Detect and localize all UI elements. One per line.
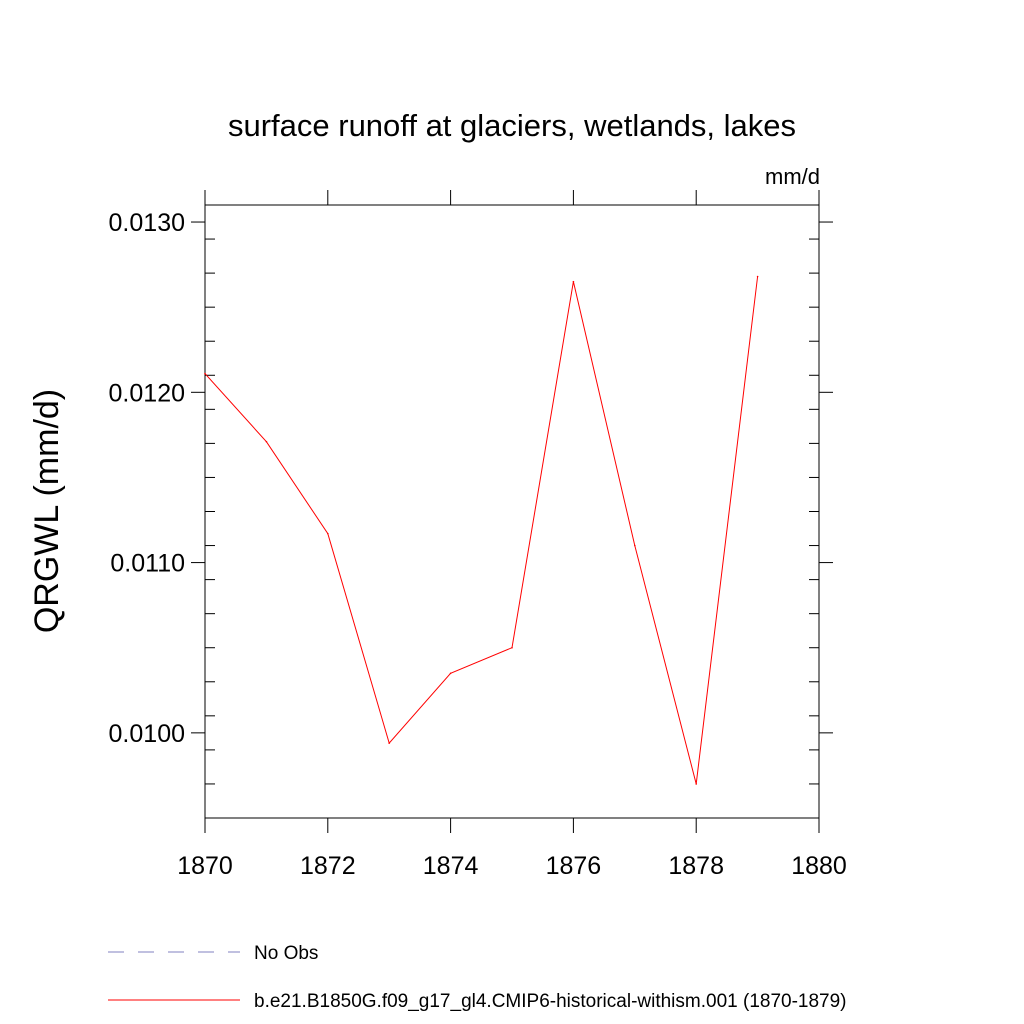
- data-point: [572, 280, 575, 283]
- y-tick-label: 0.0120: [109, 379, 185, 407]
- y-tick-label: 0.0130: [109, 209, 185, 237]
- data-point: [449, 672, 452, 675]
- y-tick-label: 0.0110: [110, 550, 185, 578]
- data-point: [511, 646, 513, 649]
- data-point: [695, 783, 697, 785]
- x-tick-label: 1874: [423, 852, 479, 880]
- data-point: [756, 275, 759, 278]
- x-tick-label: 1880: [791, 852, 847, 880]
- x-tick-label: 1878: [668, 852, 724, 880]
- y-axis-ticks: 0.0100 0.0110 0.0120 0.0130: [109, 204, 833, 819]
- data-point: [327, 532, 329, 535]
- data-point: [388, 742, 391, 744]
- y-axis-label: QRGWL (mm/d): [28, 389, 66, 633]
- x-axis-ticks: 1870 1872 1874 1876 1878 1880: [177, 190, 847, 880]
- series-line: [204, 276, 759, 785]
- series-layer: [204, 275, 759, 785]
- chart-title: surface runoff at glaciers, wetlands, la…: [228, 108, 796, 143]
- data-point: [265, 440, 268, 443]
- legend-label: b.e21.B1850G.f09_g17_gl4.CMIP6-historica…: [254, 991, 847, 1012]
- x-tick-label: 1870: [177, 852, 233, 880]
- data-point: [204, 372, 206, 375]
- legend-label: No Obs: [254, 943, 318, 964]
- units-label: mm/d: [765, 164, 820, 189]
- plot-frame: [204, 204, 820, 819]
- legend: No Obs b.e21.B1850G.f09_g17_gl4.CMIP6-his…: [108, 943, 847, 1012]
- x-tick-label: 1872: [300, 852, 356, 880]
- x-tick-label: 1876: [546, 852, 602, 880]
- data-point: [634, 544, 636, 547]
- y-tick-label: 0.0100: [109, 720, 185, 748]
